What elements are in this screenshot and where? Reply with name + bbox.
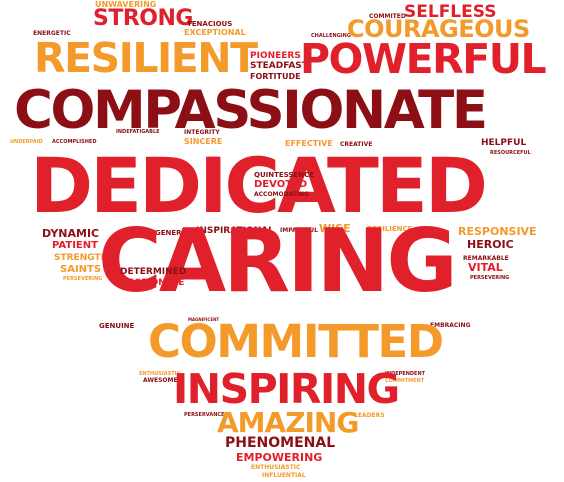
word-tenacious: TENACIOUS [187, 20, 233, 28]
word-persevering-right: PERSEVERING [470, 275, 510, 281]
word-caring: CARING [98, 210, 458, 312]
word-commited: COMMITED [369, 13, 406, 20]
word-sincere: SINCERE [184, 137, 223, 146]
word-devoted: DEVOTED [254, 179, 308, 190]
word-indefatigable: INDEFATIGABLE [116, 129, 160, 135]
word-unwavering: UNWAVERING [95, 0, 157, 9]
word-accomplished: ACCOMPLISHED [52, 139, 97, 145]
word-saints: SAINTS [60, 264, 102, 275]
word-dynamic: DYNAMIC [42, 227, 100, 240]
word-strong: STRONG [93, 6, 193, 31]
word-enthusiastic-top: ENTHUSIASTIC [139, 371, 181, 377]
word-leaders: LEADERS [354, 412, 385, 419]
word-passionate: PASSIONATE [122, 278, 185, 288]
word-effective: EFFECTIVE [285, 139, 333, 148]
word-accomodating: ACCOMODATING [254, 191, 310, 198]
word-commitment: COMMITMENT [385, 378, 425, 384]
word-genuine: GENUINE [99, 322, 135, 330]
word-dedicated: DEDICATED [30, 141, 488, 230]
word-underpaid: UNDERPAID [10, 139, 43, 145]
word-vital: VITAL [468, 261, 503, 274]
word-fortitude: FORTITUDE [250, 72, 301, 81]
word-enthusiastic-bottom: ENTHUSIASTIC [251, 464, 301, 471]
word-courageous: COURAGEOUS [347, 15, 530, 43]
word-persevering-left: PERSEVERING [63, 276, 103, 282]
word-compassionate: COMPASSIONATE [14, 80, 488, 141]
word-independent: INDEPENDENT [385, 371, 426, 377]
word-determined: DETERMINED [120, 267, 187, 277]
word-wise: WISE [319, 222, 351, 235]
word-empowering: EMPOWERING [236, 451, 323, 464]
word-pioneers: PIONEERS [250, 51, 301, 61]
word-integrity: INTEGRITY [184, 129, 220, 136]
word-awesome: AWESOME [143, 377, 178, 384]
word-inspirational: INSPIRATIONAL [196, 226, 274, 236]
word-challenging: CHALLENGING [311, 33, 351, 39]
word-influential: INFLUENTIAL [262, 472, 306, 479]
word-resilience: RESILIENCE [367, 225, 413, 233]
word-amazing: AMAZING [217, 406, 359, 439]
word-perservance: PERSERVANCE [184, 412, 225, 418]
word-resilient: RESILIENT [34, 34, 258, 82]
word-powerful: POWERFUL [300, 35, 547, 83]
word-selfless: SELFLESS [404, 2, 497, 22]
word-patient: PATIENT [52, 240, 98, 251]
word-magnificent: MAGNIFICENT [188, 317, 220, 322]
word-committed: COMMITTED [148, 315, 444, 368]
word-responsive: RESPONSIVE [458, 225, 537, 238]
word-creative: CREATIVE [340, 141, 373, 148]
word-strength: STRENGTH [54, 253, 109, 263]
word-quintessence: QUINTESSENCE [254, 171, 314, 179]
word-exceptional: EXCEPTIONAL [184, 28, 246, 37]
word-inspiring: INSPIRING [173, 365, 400, 413]
word-helpful: HELPFUL [481, 138, 527, 148]
word-remarkable: REMARKABLE [463, 255, 509, 262]
word-energetic: ENERGETIC [33, 30, 71, 37]
word-steadfast: STEADFAST [250, 61, 308, 71]
word-impactful: IMPACTFUL [280, 227, 318, 234]
word-heroic: HEROIC [467, 238, 514, 251]
word-resourceful: RESOURCEFUL [490, 150, 531, 156]
word-embracing: EMBRACING [430, 322, 471, 329]
word-generous: GENEROUS [155, 229, 199, 237]
word-phenomenal: PHENOMENAL [225, 435, 336, 451]
